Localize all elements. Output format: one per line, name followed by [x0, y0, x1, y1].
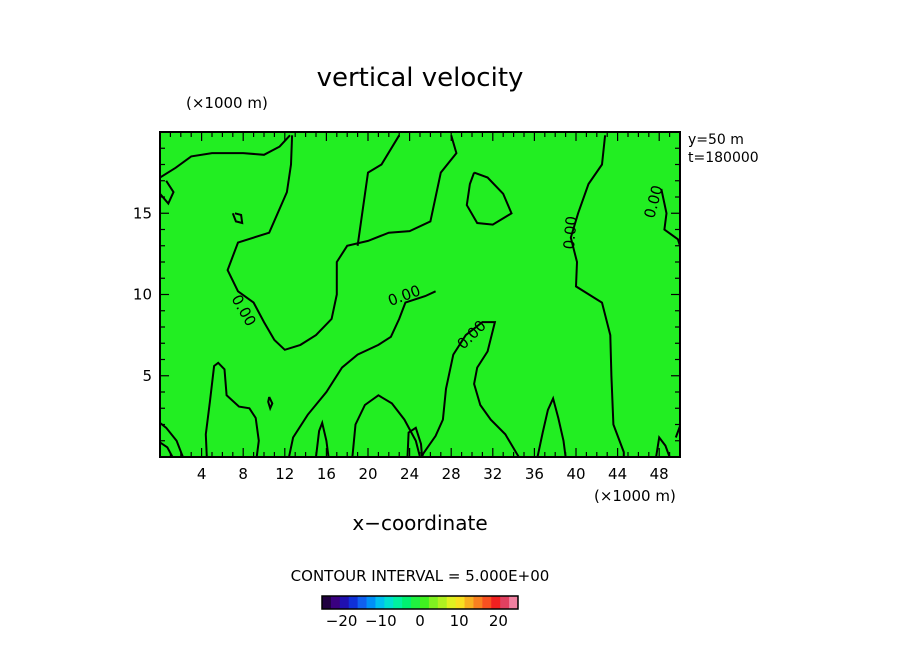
colorbar-swatch [339, 596, 350, 609]
colorbar-swatch [384, 596, 394, 609]
colorbar-tick-label: 0 [415, 612, 425, 630]
zero-contour-line [160, 422, 184, 457]
zero-contour-line [204, 361, 260, 457]
y-tick-label: 10 [133, 286, 152, 304]
zero-contour-line [421, 321, 520, 457]
colorbar-swatch [348, 596, 359, 609]
colorbar-swatch [366, 596, 376, 609]
colorbar-tick-label: −10 [365, 612, 397, 630]
x-tick-label: 28 [442, 465, 461, 483]
colorbar-frame [321, 595, 519, 610]
colorbar-tick-label: 10 [450, 612, 469, 630]
colorbar-tick-label: −20 [326, 612, 358, 630]
colorbar-swatch [402, 596, 412, 609]
x-ticks: 4 8 12 16 20 24 28 32 36 40 44 48 [169, 132, 671, 483]
colorbar [321, 595, 519, 610]
zero-contour-line [406, 426, 424, 457]
zero-contour-line [356, 134, 401, 246]
x-tick-label: 24 [400, 465, 419, 483]
x-tick-label: 40 [566, 465, 585, 483]
colorbar-ticks: −20 −10 0 10 20 [326, 612, 508, 630]
zero-contour-line [655, 435, 671, 457]
y-tick-label: 5 [142, 367, 152, 385]
colorbar-tick-label: 20 [489, 612, 508, 630]
side-info-t: t=180000 [688, 150, 759, 166]
colorbar-swatch [420, 596, 430, 609]
colorbar-swatch [322, 596, 332, 609]
zero-contour-line [160, 180, 175, 206]
x-tick-label: 44 [608, 465, 627, 483]
x-tick-label: 16 [317, 465, 336, 483]
contour-interval-text: CONTOUR INTERVAL = 5.000E+00 [291, 567, 550, 585]
zero-contour-line [660, 188, 680, 247]
colorbar-swatch [482, 596, 492, 609]
colorbar-swatch [428, 596, 439, 609]
zero-contour-line [569, 135, 625, 457]
contour-label: 0.00 [560, 215, 581, 250]
zero-contour-line [465, 171, 513, 226]
x-tick-label: 20 [358, 465, 377, 483]
zero-contour-line [288, 290, 437, 457]
colorbar-swatch [437, 596, 448, 609]
zero-contour-line [536, 395, 567, 457]
colorbar-swatch [393, 596, 403, 609]
x-tick-label: 8 [238, 465, 248, 483]
y-ticks: 5 10 15 [133, 147, 680, 442]
zero-contour-line [351, 394, 421, 457]
zero-contour-line [231, 212, 244, 225]
colorbar-swatch [375, 596, 385, 609]
colorbar-swatch [446, 596, 457, 609]
x-tick-label: 12 [275, 465, 294, 483]
colorbar-swatch [464, 596, 474, 609]
colorbar-swatch [357, 596, 367, 609]
y-tick-label: 15 [133, 204, 152, 222]
colorbar-swatch [509, 596, 519, 609]
zero-contour-line [160, 134, 291, 179]
chart-title: vertical velocity [317, 63, 524, 93]
colorbar-swatch [500, 596, 510, 609]
x-tick-label: 36 [525, 465, 544, 483]
colorbar-swatch [491, 596, 501, 609]
side-info-y: y=50 m [688, 132, 744, 148]
x-unit-label: (×1000 m) [594, 487, 676, 505]
zero-contour-line [267, 396, 274, 412]
x-tick-label: 48 [650, 465, 669, 483]
colorbar-swatch [411, 596, 421, 609]
zero-contour-line [226, 135, 458, 351]
x-tick-label: 4 [197, 465, 207, 483]
y-unit-label: (×1000 m) [186, 94, 268, 112]
x-axis-title: x−coordinate [352, 511, 487, 535]
colorbar-swatch [455, 596, 465, 609]
x-tick-label: 32 [483, 465, 502, 483]
colorbar-swatch [473, 596, 483, 609]
colorbar-swatch [330, 596, 341, 609]
zero-contour-line [315, 419, 330, 457]
plot-area [160, 132, 680, 457]
